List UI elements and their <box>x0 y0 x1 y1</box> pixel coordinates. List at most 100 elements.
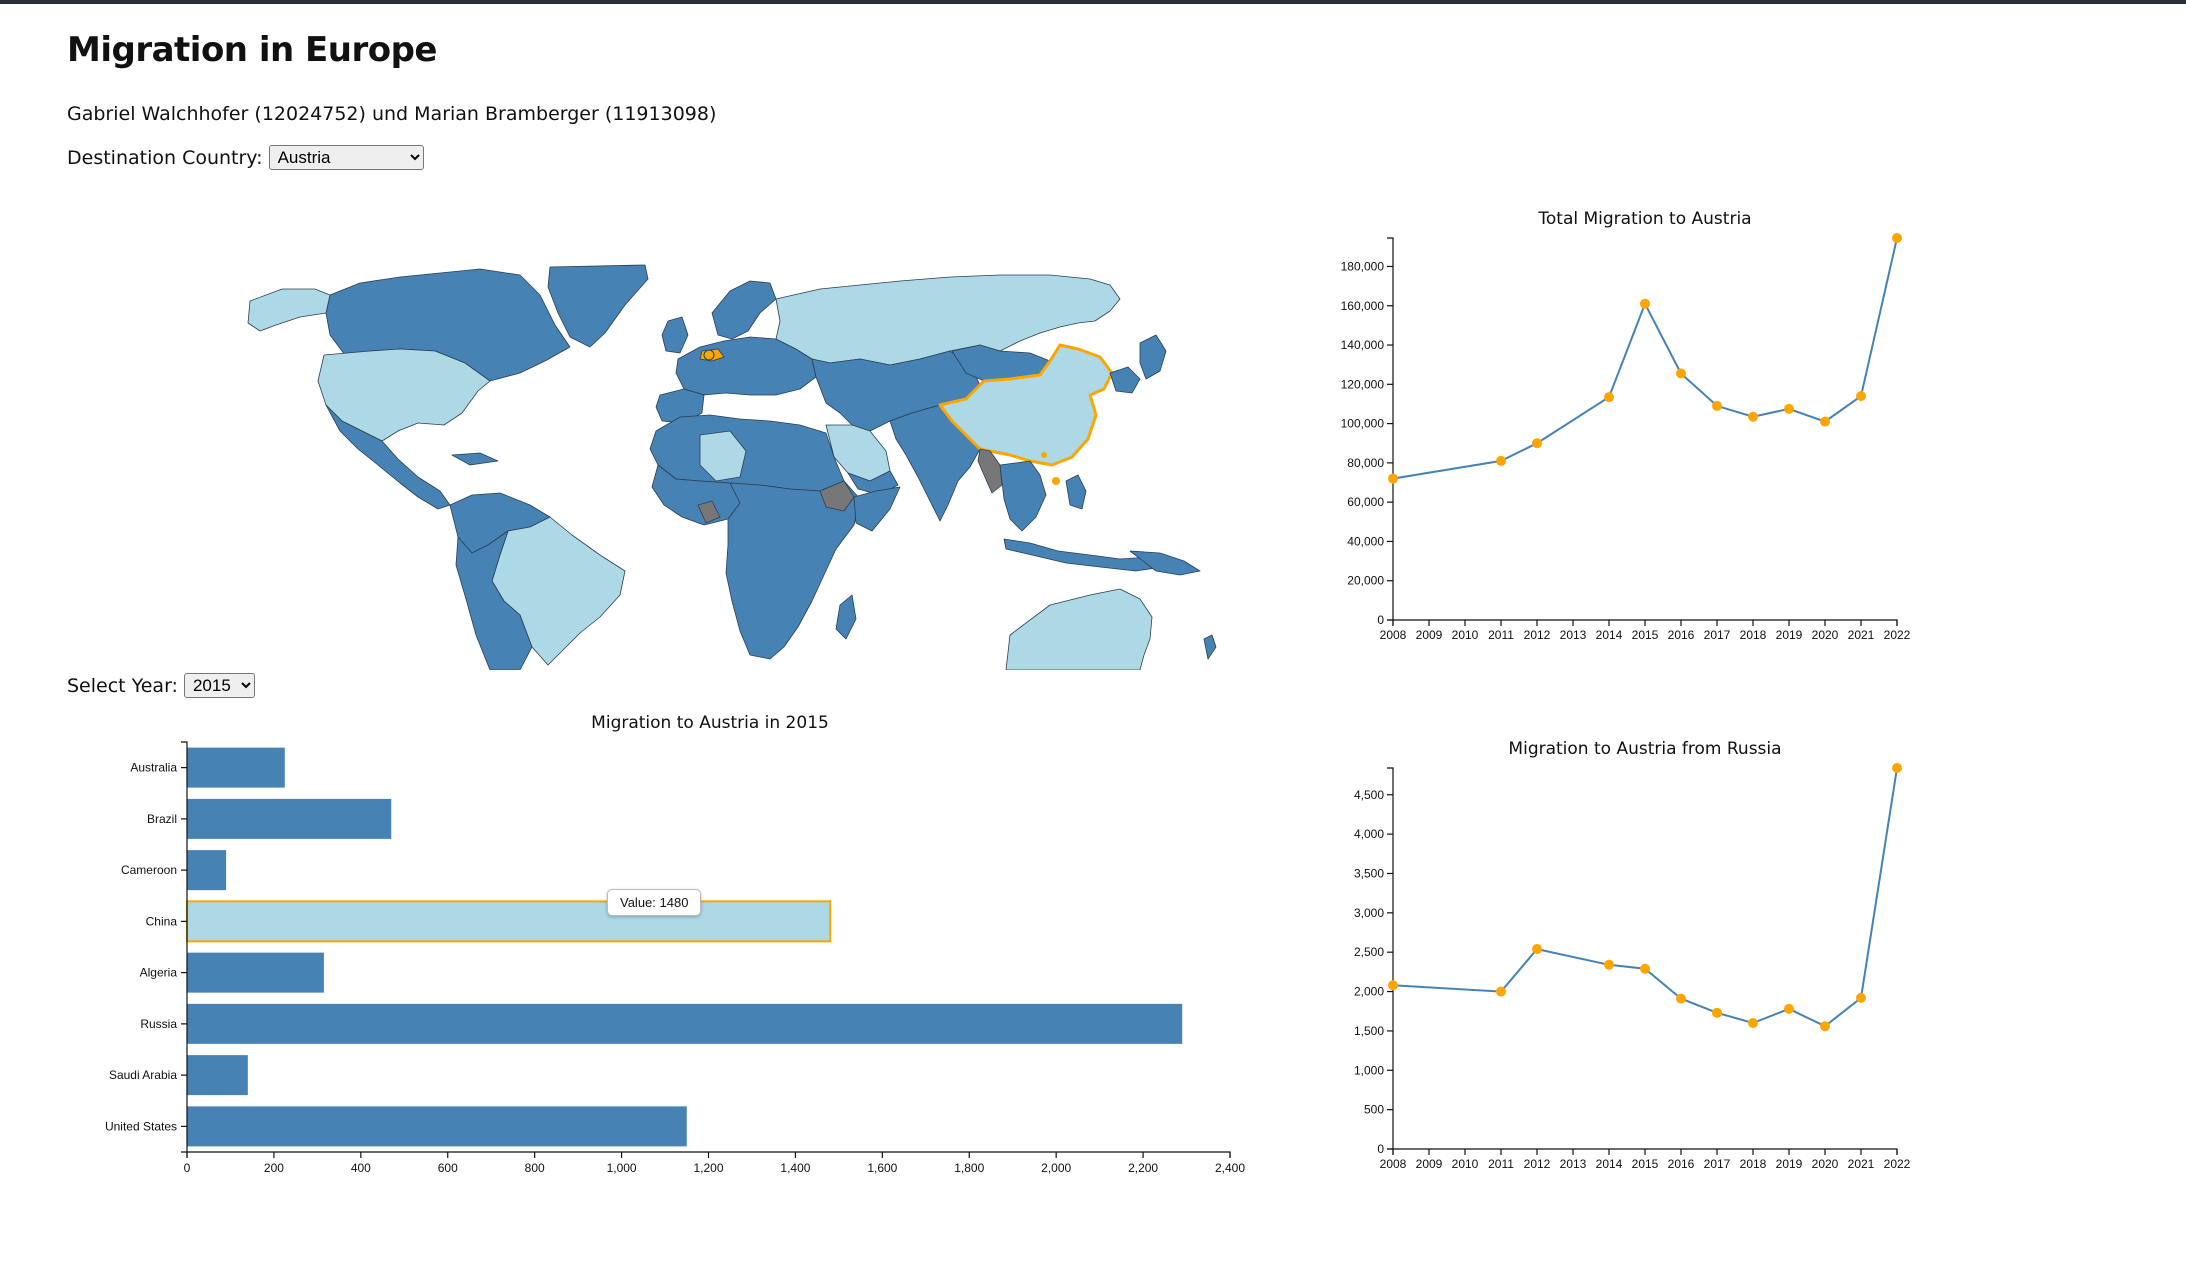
line-chart-russia-x-tick-label: 2012 <box>1524 1157 1551 1171</box>
line-chart-total-point-2017[interactable] <box>1712 400 1722 411</box>
line-chart-russia-y-axis <box>1387 767 1394 1150</box>
line-chart-total-point-2022[interactable] <box>1892 233 1902 243</box>
line-chart-total-x-tick-label: 2013 <box>1560 628 1587 642</box>
line-chart-total-x-tick-label: 2020 <box>1812 628 1839 642</box>
line-chart-russia-point-2008[interactable] <box>1388 980 1398 991</box>
line-chart-total-point-2018[interactable] <box>1748 411 1758 422</box>
year-select[interactable]: 2015 <box>183 673 255 698</box>
map-country-myanmar[interactable] <box>977 448 1003 494</box>
line-chart-total-point-2008[interactable] <box>1388 473 1398 484</box>
line-chart-russia-point-2015[interactable] <box>1640 963 1650 974</box>
bar-x-tick-label: 600 <box>438 1161 458 1175</box>
line-chart-russia-point-2018[interactable] <box>1748 1018 1758 1029</box>
map-country-horn-of-africa[interactable] <box>853 486 901 532</box>
bar-russia[interactable] <box>187 1003 1183 1044</box>
map-country-korea-japan[interactable] <box>1109 334 1167 394</box>
map-country-cuba[interactable] <box>451 452 499 466</box>
world-map[interactable] <box>100 255 1250 670</box>
map-country-scandinavia[interactable] <box>711 280 777 340</box>
line-chart-total-y-tick-label: 140,000 <box>1341 338 1385 352</box>
bar-brazil[interactable] <box>187 798 392 839</box>
map-country-ethiopia-region[interactable] <box>819 480 855 512</box>
line-chart-total-point-2012[interactable] <box>1532 438 1542 449</box>
line-chart-russia-point-2011[interactable] <box>1496 986 1506 997</box>
line-chart-russia-y-tick-label: 1,000 <box>1354 1063 1384 1077</box>
line-chart-russia-x-tick-label: 2018 <box>1740 1157 1767 1171</box>
map-china-point <box>1041 452 1047 458</box>
line-chart-total-x-tick-label: 2014 <box>1596 628 1623 642</box>
bar-x-tick-label: 1,000 <box>607 1161 637 1175</box>
line-chart-russia-point-2017[interactable] <box>1712 1007 1722 1018</box>
bar-y-tick-label: Cameroon <box>121 863 177 877</box>
map-country-alaska[interactable] <box>247 288 331 332</box>
bar-x-tick-label: 0 <box>184 1161 191 1175</box>
bar-australia[interactable] <box>187 747 285 788</box>
bar-china[interactable] <box>186 900 832 943</box>
map-country-papua[interactable] <box>1129 550 1201 576</box>
bar-x-tick-label: 1,800 <box>954 1161 984 1175</box>
line-chart-russia-y-tick-label: 500 <box>1364 1103 1384 1117</box>
line-chart-total-y-tick-label: 80,000 <box>1347 456 1384 470</box>
line-chart-russia-point-2021[interactable] <box>1856 992 1866 1003</box>
map-austria-marker <box>703 349 715 361</box>
top-border <box>0 0 2186 4</box>
bar-x-tick-label: 2,400 <box>1215 1161 1245 1175</box>
line-chart-total-y-tick-label: 100,000 <box>1341 417 1385 431</box>
line-chart-total-y-tick-label: 0 <box>1377 613 1384 627</box>
destination-country-control: Destination Country: Austria <box>67 145 424 170</box>
bar-y-axis <box>181 741 188 1153</box>
map-country-yemen-region[interactable] <box>847 470 899 496</box>
line-chart-russia-point-2014[interactable] <box>1604 959 1614 970</box>
line-chart-total-point-2021[interactable] <box>1856 391 1866 402</box>
line-chart-total-point-2019[interactable] <box>1784 403 1794 414</box>
authors-line: Gabriel Walchhofer (12024752) und Marian… <box>67 103 717 125</box>
line-chart-russia-x-tick-label: 2009 <box>1416 1157 1443 1171</box>
bar-x-tick-label: 2,000 <box>1041 1161 1071 1175</box>
line-chart-russia-point-2022[interactable] <box>1892 763 1902 773</box>
line-chart-total-point-2015[interactable] <box>1640 298 1650 309</box>
map-country-peru-bolivia[interactable] <box>455 530 533 670</box>
line-chart-total-point-2020[interactable] <box>1820 416 1830 427</box>
line-chart-total-x-tick-label: 2008 <box>1380 628 1407 642</box>
line-chart-total-point-2016[interactable] <box>1676 368 1686 379</box>
map-country-greenland[interactable] <box>547 264 649 348</box>
line-chart-total-x-tick-label: 2009 <box>1416 628 1443 642</box>
line-chart-russia-x-tick-label: 2021 <box>1848 1157 1875 1171</box>
map-country-nigeria-region[interactable] <box>697 500 721 524</box>
map-country-algeria[interactable] <box>699 430 747 482</box>
bar-tooltip: Value: 1480 <box>607 889 702 916</box>
bar-saudi-arabia[interactable] <box>187 1055 248 1096</box>
line-chart-total-y-tick-label: 60,000 <box>1347 495 1384 509</box>
line-chart-total-x-tick-label: 2021 <box>1848 628 1875 642</box>
line-chart-russia-y-tick-label: 0 <box>1377 1142 1384 1156</box>
line-chart-russia-y-tick-label: 3,500 <box>1354 866 1384 880</box>
map-country-southeast-asia[interactable] <box>999 460 1047 532</box>
line-chart-russia-point-2019[interactable] <box>1784 1003 1794 1014</box>
line-chart-russia-point-2016[interactable] <box>1676 993 1686 1004</box>
line-chart-russia-x-tick-label: 2013 <box>1560 1157 1587 1171</box>
map-country-philippines[interactable] <box>1065 474 1087 510</box>
line-chart-total-point-2014[interactable] <box>1604 392 1614 403</box>
bar-y-tick-label: Australia <box>130 761 177 775</box>
bar-united-states[interactable] <box>187 1106 687 1147</box>
line-chart-total-x-tick-label: 2018 <box>1740 628 1767 642</box>
map-china-point <box>1052 477 1060 485</box>
map-country-australia[interactable] <box>1005 588 1153 670</box>
line-chart-total-y-tick-label: 180,000 <box>1341 259 1385 273</box>
bar-algeria[interactable] <box>187 952 324 993</box>
line-chart-russia-x-tick-label: 2008 <box>1380 1157 1407 1171</box>
destination-country-select[interactable]: Austria <box>268 145 424 170</box>
line-chart-russia-y-tick-label: 4,000 <box>1354 827 1384 841</box>
line-chart-russia-y-tick-label: 4,500 <box>1354 788 1384 802</box>
line-chart-russia-point-2012[interactable] <box>1532 944 1542 955</box>
map-country-new-zealand[interactable] <box>1203 634 1217 660</box>
bar-cameroon[interactable] <box>187 850 227 891</box>
line-chart-total-point-2011[interactable] <box>1496 455 1506 466</box>
line-chart-total-y-tick-label: 40,000 <box>1347 534 1384 548</box>
bar-y-tick-label: Brazil <box>147 812 177 826</box>
map-country-uk[interactable] <box>661 316 689 354</box>
map-country-madagascar[interactable] <box>835 594 857 640</box>
bar-y-tick-label: China <box>146 914 178 928</box>
line-chart-russia-point-2020[interactable] <box>1820 1021 1830 1032</box>
line-chart-russia: Migration to Austria from Russia 0 500 1,00… <box>1354 739 1911 1171</box>
